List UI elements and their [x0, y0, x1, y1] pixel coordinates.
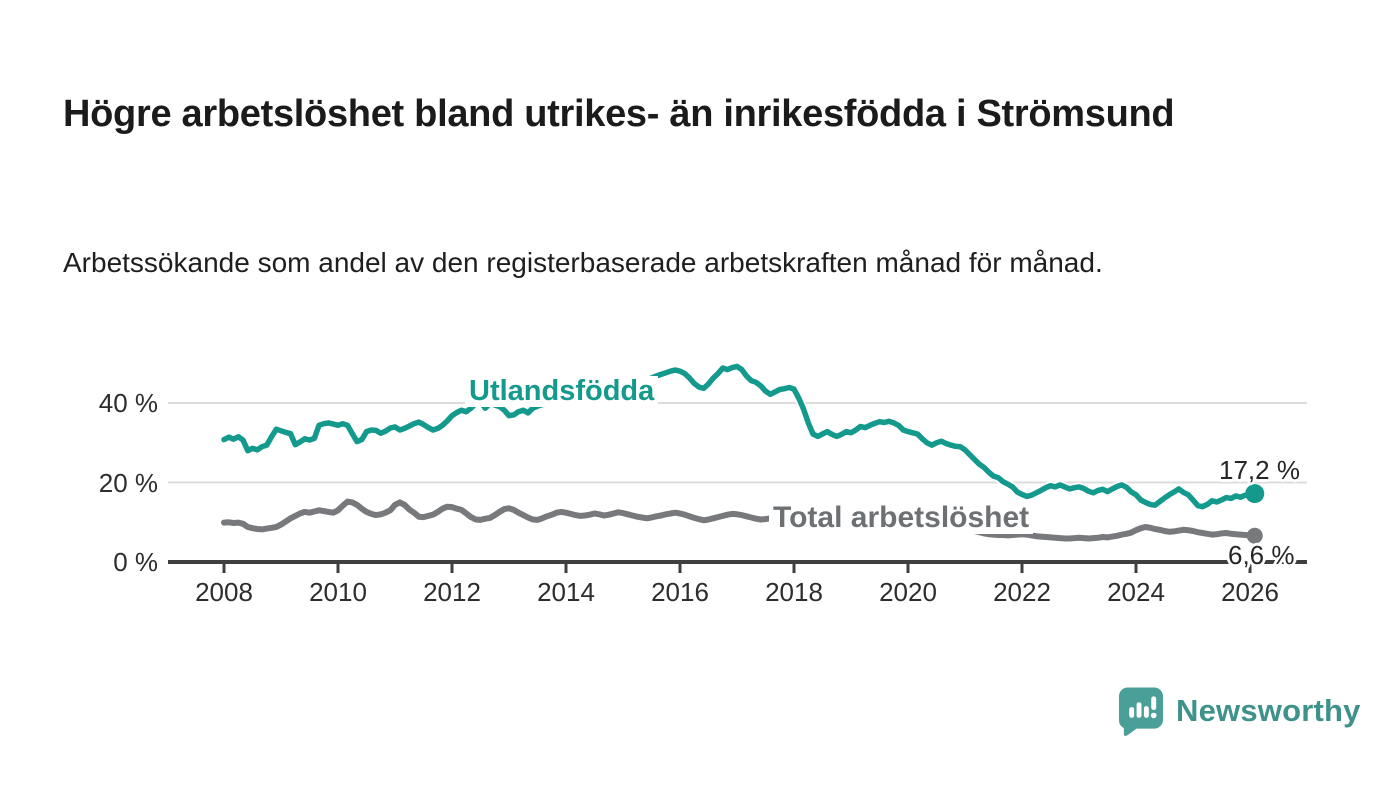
x-axis-tick-label: 2026: [1221, 577, 1279, 607]
newsworthy-logo-icon: [1118, 687, 1164, 736]
x-axis-tick-label: 2022: [993, 577, 1051, 607]
x-axis-tick-label: 2024: [1107, 577, 1165, 607]
x-axis-tick-label: 2010: [309, 577, 367, 607]
page-subtitle: Arbetssökande som andel av den registerb…: [63, 247, 1103, 278]
x-axis-tick-label: 2018: [765, 577, 823, 607]
brand-name: Newsworthy: [1176, 693, 1361, 728]
series-label-total-arbetsloshet: Total arbetslöshet: [769, 502, 1034, 534]
x-axis-tick-label: 2020: [879, 577, 937, 607]
page-title: Högre arbetslöshet bland utrikes- än inr…: [63, 93, 1175, 136]
end-value-label-utlandsfodda: 17,2 %: [1219, 455, 1300, 485]
x-axis-tick-label: 2012: [423, 577, 481, 607]
series-label-utlandsfodda: Utlandsfödda: [465, 376, 659, 407]
end-value-label-total: 6,6 %: [1228, 540, 1295, 570]
x-axis-tick-label: 2008: [195, 577, 253, 607]
y-axis-tick-label: 0 %: [113, 547, 158, 577]
y-axis-tick-label: 20 %: [98, 467, 158, 498]
x-axis-tick-label: 2016: [651, 577, 709, 607]
x-axis-tick-label: 2014: [537, 577, 595, 607]
brand-footer: Newsworthy: [1117, 686, 1361, 736]
y-axis-tick-label: 40 %: [98, 388, 158, 418]
